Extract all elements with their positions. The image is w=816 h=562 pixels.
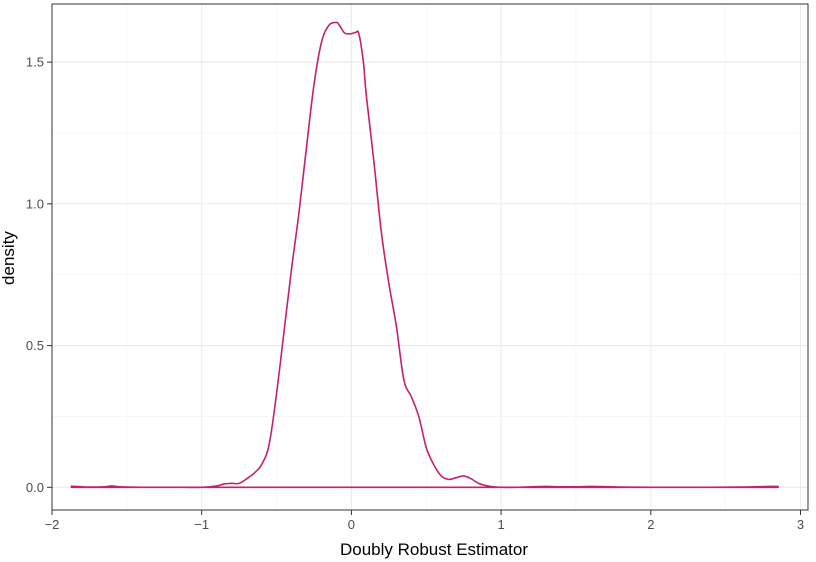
plot-panel-border	[51, 3, 809, 511]
x-axis-ticks: −2 −1 0 1 2 3	[45, 510, 804, 532]
x-axis-title: Doubly Robust Estimator	[340, 540, 528, 559]
x-tick-label: 3	[797, 517, 804, 532]
x-tick-label: 0	[348, 517, 355, 532]
series-layer	[70, 21, 779, 489]
y-axis-ticks: 0.0 0.5 1.0 1.5	[26, 55, 52, 495]
x-tick-label: 2	[647, 517, 654, 532]
density-curve	[70, 21, 779, 489]
minor-gridlines	[52, 4, 808, 510]
x-tick-label: −1	[194, 517, 209, 532]
y-tick-label: 0.5	[26, 338, 44, 353]
x-tick-label: −2	[45, 517, 60, 532]
y-tick-label: 1.0	[26, 196, 44, 211]
y-axis-title: density	[0, 231, 18, 285]
y-tick-label: 0.0	[26, 480, 44, 495]
y-tick-label: 1.5	[26, 55, 44, 70]
x-tick-label: 1	[497, 517, 504, 532]
